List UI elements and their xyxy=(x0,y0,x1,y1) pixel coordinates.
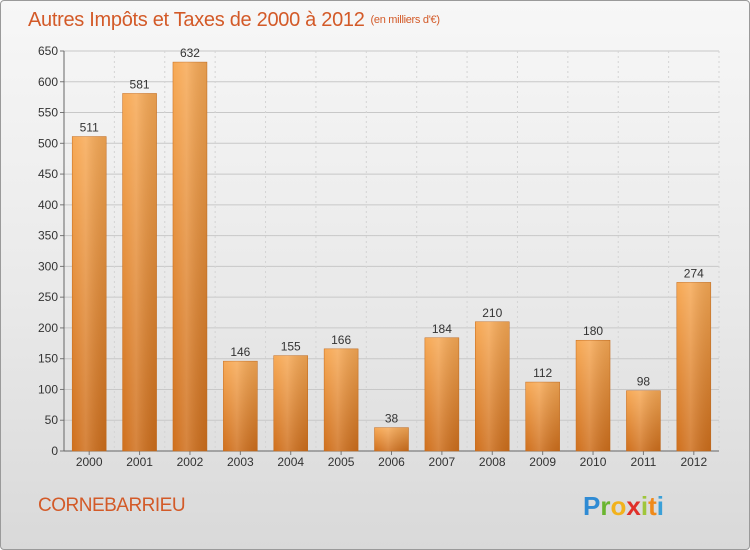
value-label: 511 xyxy=(80,121,99,135)
value-label: 112 xyxy=(533,366,552,380)
y-tick-label: 650 xyxy=(38,44,58,58)
bar-highlight xyxy=(223,361,258,451)
value-label: 166 xyxy=(331,333,351,347)
labels: 0 50 100 150 200 250 300 350 400 450 500 550 600 650 5… xyxy=(38,44,708,469)
logo-letter: o xyxy=(610,491,627,521)
bar-highlight xyxy=(676,282,711,451)
bar-highlight xyxy=(525,382,560,451)
value-label: 146 xyxy=(230,345,250,359)
y-tick-label: 50 xyxy=(45,413,59,427)
bar-highlight xyxy=(72,136,107,452)
value-label: 38 xyxy=(385,412,399,426)
value-label: 274 xyxy=(684,266,704,280)
x-tick-label: 2009 xyxy=(529,455,556,469)
y-tick-label: 100 xyxy=(38,382,58,396)
x-tick-label: 2012 xyxy=(680,455,707,469)
value-label: 581 xyxy=(130,77,150,91)
bar-highlight xyxy=(374,427,409,451)
bar-highlight xyxy=(626,390,661,451)
value-label: 155 xyxy=(281,340,301,354)
x-tick-label: 2010 xyxy=(580,455,607,469)
y-tick-label: 450 xyxy=(38,167,58,181)
x-tick-label: 2005 xyxy=(328,455,355,469)
x-tick-label: 2004 xyxy=(277,455,304,469)
logo-letter: i xyxy=(656,491,664,521)
value-label: 98 xyxy=(637,375,651,389)
y-tick-label: 400 xyxy=(38,198,58,212)
x-tick-label: 2006 xyxy=(378,455,405,469)
bar-highlight xyxy=(273,355,308,451)
y-tick-label: 550 xyxy=(38,106,58,120)
value-label: 210 xyxy=(482,306,502,320)
y-tick-label: 0 xyxy=(51,444,58,458)
logo-letter: P xyxy=(583,491,601,521)
value-label: 632 xyxy=(180,46,200,60)
x-tick-label: 2011 xyxy=(631,455,657,469)
chart-unit: (en milliers d'€) xyxy=(370,14,440,26)
bar-highlight xyxy=(122,93,157,451)
value-label: 180 xyxy=(583,324,603,338)
bar-highlight xyxy=(172,62,207,451)
y-tick-label: 200 xyxy=(38,321,58,335)
chart-title-text: Autres Impôts et Taxes de 2000 à 2012 xyxy=(28,9,365,31)
y-tick-label: 150 xyxy=(38,352,58,366)
bar-highlight xyxy=(324,348,359,451)
grid-lines xyxy=(63,50,720,452)
value-label: 184 xyxy=(432,322,452,336)
y-tick-label: 300 xyxy=(38,259,58,273)
proxiti-logo: Proxiti xyxy=(583,491,664,522)
logo-letter: x xyxy=(626,491,641,521)
bar-highlight xyxy=(475,321,510,451)
y-tick-label: 500 xyxy=(38,136,58,150)
y-tick-label: 600 xyxy=(38,75,58,89)
x-tick-label: 2001 xyxy=(126,455,153,469)
x-tick-label: 2002 xyxy=(177,455,204,469)
x-tick-label: 2003 xyxy=(227,455,254,469)
x-tick-label: 2008 xyxy=(479,455,506,469)
bar-highlight xyxy=(424,337,459,451)
axes xyxy=(60,50,719,455)
x-tick-label: 2000 xyxy=(76,455,103,469)
logo-letter: r xyxy=(600,491,611,521)
logo-letter: t xyxy=(648,491,657,521)
chart-title: Autres Impôts et Taxes de 2000 à 2012 (en… xyxy=(28,9,440,32)
y-tick-label: 350 xyxy=(38,229,58,243)
y-tick-label: 250 xyxy=(38,290,58,304)
bar-highlight xyxy=(576,340,611,451)
x-tick-label: 2007 xyxy=(429,455,456,469)
logo-letter: i xyxy=(640,491,649,521)
commune-name: CORNEBARRIEU xyxy=(38,495,186,516)
bars xyxy=(71,61,712,452)
